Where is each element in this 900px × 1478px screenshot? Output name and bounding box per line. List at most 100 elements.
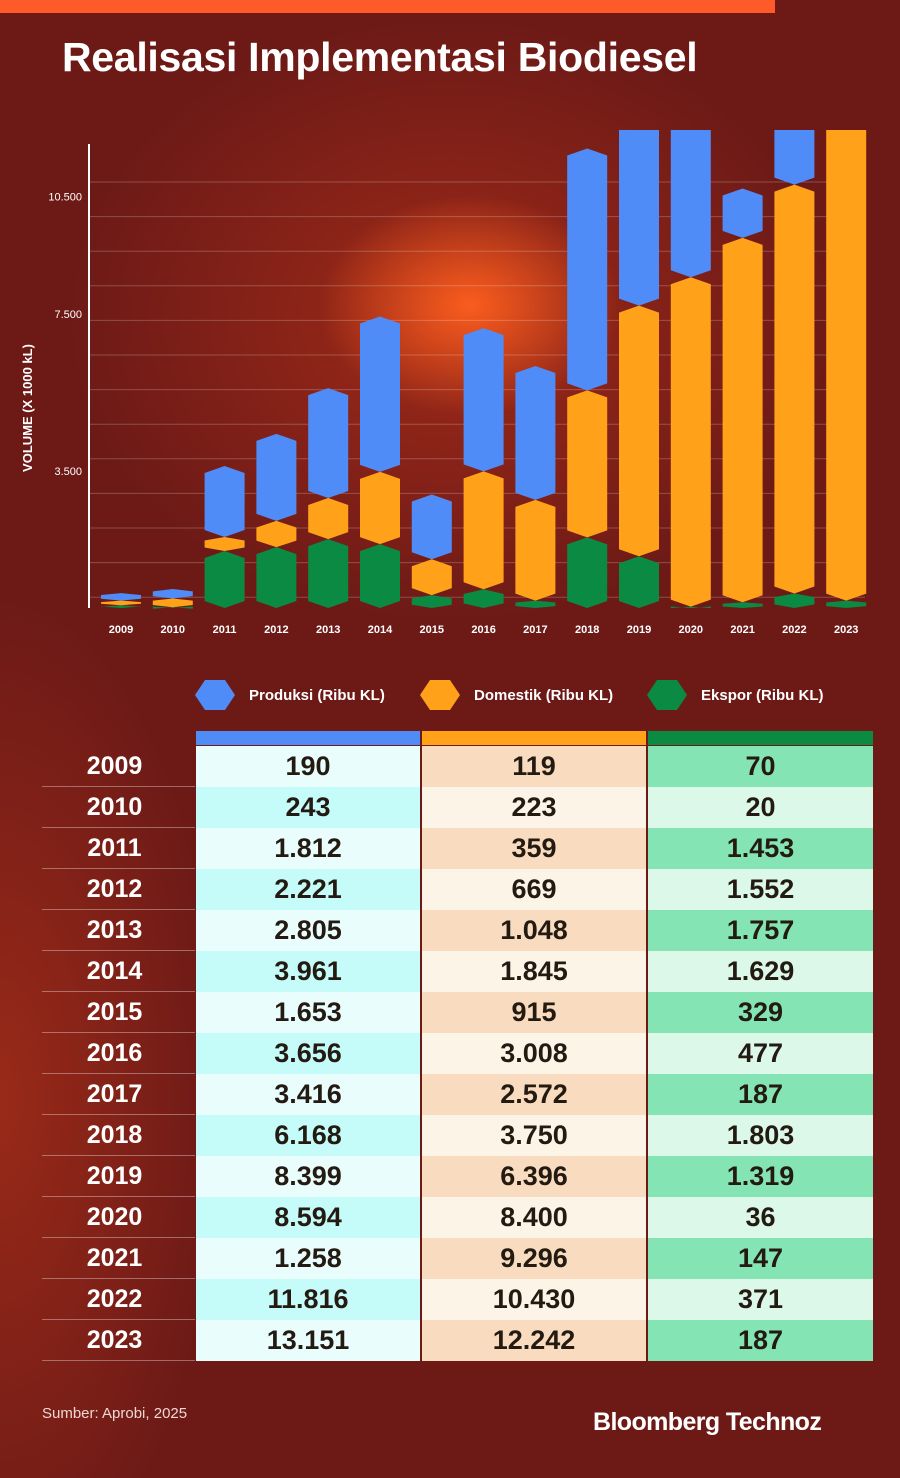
domestik-cell: 359 bbox=[422, 828, 646, 869]
row-divider bbox=[42, 1360, 195, 1361]
ekspor-cell: 70 bbox=[648, 746, 873, 787]
year-cell: 2015 bbox=[86, 998, 143, 1026]
bar-domestik-2011 bbox=[204, 536, 245, 552]
bar-domestik-2020 bbox=[670, 277, 711, 607]
produksi-cell: 3.416 bbox=[196, 1074, 420, 1115]
table-row: 2011 1.812 359 1.453 bbox=[42, 828, 874, 869]
bar-domestik-2018 bbox=[567, 390, 608, 538]
x-tick-label: 2012 bbox=[264, 624, 288, 636]
produksi-cell: 1.258 bbox=[196, 1238, 420, 1279]
bar-domestik-2010 bbox=[152, 598, 193, 608]
row-divider bbox=[42, 950, 195, 951]
bar-domestik-2012 bbox=[256, 520, 297, 548]
produksi-cell: 8.594 bbox=[196, 1197, 420, 1238]
row-divider bbox=[42, 827, 195, 828]
domestik-cell: 119 bbox=[422, 746, 646, 787]
bar-ekspor-2019 bbox=[619, 556, 659, 608]
source-note: Sumber: Aprobi, 2025 bbox=[42, 1405, 188, 1422]
bar-ekspor-2015 bbox=[411, 595, 452, 608]
produksi-cell: 13.151 bbox=[196, 1320, 420, 1361]
x-tick-label: 2019 bbox=[627, 624, 651, 636]
bar-ekspor-2016 bbox=[463, 589, 504, 608]
year-cell: 2011 bbox=[87, 834, 142, 862]
bar-produksi-2010 bbox=[152, 588, 193, 599]
row-divider bbox=[42, 786, 195, 787]
bar-produksi-2019 bbox=[619, 130, 659, 306]
bar-produksi-2013 bbox=[308, 388, 349, 499]
x-tick-label: 2023 bbox=[834, 624, 858, 636]
bar-produksi-2009 bbox=[101, 593, 141, 601]
table-row: 2014 3.961 1.845 1.629 bbox=[42, 951, 874, 992]
produksi-cell: 8.399 bbox=[196, 1156, 420, 1197]
domestik-cell: 223 bbox=[422, 787, 646, 828]
bar-ekspor-2010 bbox=[152, 606, 193, 609]
table-row: 2012 2.221 669 1.552 bbox=[42, 869, 874, 910]
produksi-cell: 11.816 bbox=[196, 1279, 420, 1320]
bar-domestik-2023 bbox=[826, 130, 867, 601]
produksi-cell: 3.961 bbox=[196, 951, 420, 992]
ekspor-cell: 1.629 bbox=[648, 951, 873, 992]
produksi-cell: 2.805 bbox=[196, 910, 420, 951]
bar-ekspor-2021 bbox=[722, 602, 763, 608]
row-divider bbox=[42, 1114, 195, 1115]
x-tick-label: 2021 bbox=[730, 624, 754, 636]
domestik-cell: 2.572 bbox=[422, 1074, 646, 1115]
ekspor-cell: 477 bbox=[648, 1033, 873, 1074]
bar-domestik-2014 bbox=[360, 471, 400, 545]
year-cell: 2012 bbox=[86, 875, 143, 903]
ekspor-cell: 187 bbox=[648, 1074, 873, 1115]
chart-title: Realisasi Implementasi Biodiesel bbox=[62, 34, 698, 80]
bar-ekspor-2022 bbox=[774, 593, 815, 608]
produksi-cell: 190 bbox=[196, 746, 420, 787]
x-tick-label: 2009 bbox=[109, 624, 133, 636]
top-accent-bar bbox=[0, 0, 775, 13]
table-row: 2016 3.656 3.008 477 bbox=[42, 1033, 874, 1074]
year-cell: 2013 bbox=[86, 916, 143, 944]
domestik-cell: 3.008 bbox=[422, 1033, 646, 1074]
year-cell: 2010 bbox=[86, 793, 143, 821]
bar-ekspor-2014 bbox=[360, 544, 400, 608]
domestik-cell: 9.296 bbox=[422, 1238, 646, 1279]
bar-produksi-2012 bbox=[256, 433, 297, 521]
year-cell: 2019 bbox=[86, 1162, 143, 1190]
x-tick-label: 2016 bbox=[471, 624, 495, 636]
year-cell: 2017 bbox=[86, 1080, 143, 1108]
year-cell: 2023 bbox=[86, 1326, 143, 1354]
table-row: 2019 8.399 6.396 1.319 bbox=[42, 1156, 874, 1197]
legend-label-domestik: Domestik (Ribu KL) bbox=[474, 686, 614, 704]
bar-produksi-2016 bbox=[463, 328, 504, 472]
x-tick-label: 2022 bbox=[782, 624, 806, 636]
year-cell: 2021 bbox=[86, 1244, 143, 1272]
x-tick-label: 2017 bbox=[523, 624, 547, 636]
bar-produksi-2018 bbox=[567, 148, 608, 391]
row-divider bbox=[42, 1196, 195, 1197]
domestik-cell: 6.396 bbox=[422, 1156, 646, 1197]
row-divider bbox=[42, 1032, 195, 1033]
legend-item-produksi: Produksi (Ribu KL) bbox=[195, 680, 385, 710]
bar-produksi-2015 bbox=[411, 494, 452, 560]
domestik-cell: 669 bbox=[422, 869, 646, 910]
row-divider bbox=[42, 1073, 195, 1074]
table-row: 2023 13.151 12.242 187 bbox=[42, 1320, 874, 1361]
table-row: 2009 190 119 70 bbox=[42, 746, 874, 787]
legend-swatch-produksi bbox=[195, 680, 235, 710]
table-row: 2015 1.653 915 329 bbox=[42, 992, 874, 1033]
ekspor-cell: 1.757 bbox=[648, 910, 873, 951]
bar-domestik-2013 bbox=[308, 498, 349, 540]
x-tick-label: 2018 bbox=[575, 624, 599, 636]
table-row: 2021 1.258 9.296 147 bbox=[42, 1238, 874, 1279]
produksi-cell: 243 bbox=[196, 787, 420, 828]
row-divider bbox=[42, 909, 195, 910]
table-row: 2017 3.416 2.572 187 bbox=[42, 1074, 874, 1115]
bar-domestik-2009 bbox=[101, 600, 141, 606]
legend-item-domestik: Domestik (Ribu KL) bbox=[420, 680, 613, 710]
x-tick-label: 2020 bbox=[679, 624, 703, 636]
y-tick-label: 7.500 bbox=[54, 309, 82, 321]
bar-produksi-2022 bbox=[774, 130, 815, 185]
ekspor-cell: 1.552 bbox=[648, 869, 873, 910]
domestik-cell: 8.400 bbox=[422, 1197, 646, 1238]
table-row: 2010 243 223 20 bbox=[42, 787, 874, 828]
bar-domestik-2022 bbox=[774, 184, 815, 594]
domestik-cell: 1.845 bbox=[422, 951, 646, 992]
row-divider bbox=[42, 1155, 195, 1156]
